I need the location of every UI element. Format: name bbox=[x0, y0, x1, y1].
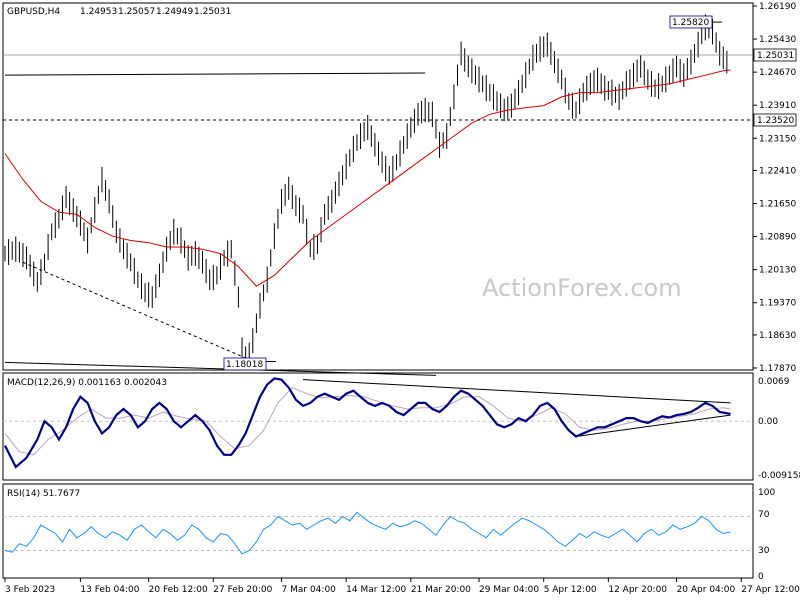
price-axis: 1.26190 1.25430 1.24670 1.23910 1.23150 1.224… bbox=[753, 2, 796, 374]
rsi-line bbox=[4, 511, 731, 555]
time-tick-label: 7 Mar 04:00 bbox=[282, 585, 337, 595]
price-tick-label: 1.26190 bbox=[759, 2, 796, 12]
time-tick-label: 21 Mar 20:00 bbox=[411, 585, 471, 595]
dashed-level-box bbox=[753, 113, 797, 127]
moving-average-line bbox=[4, 69, 731, 287]
dashed-trendline bbox=[22, 261, 246, 359]
macd-main-line bbox=[4, 377, 731, 469]
macd-label: MACD(12,26,9) 0.001163 0.002043 bbox=[7, 378, 167, 388]
macd-panel: MACD(12,26,9) 0.001163 0.002043 0.0069 0… bbox=[2, 372, 800, 481]
macd-signal-line bbox=[4, 387, 731, 456]
price-tick-label: 1.17870 bbox=[759, 364, 796, 374]
header-symbol: GBPUSD,H4 bbox=[7, 7, 60, 17]
price-tick-label: 1.21650 bbox=[759, 200, 796, 210]
watermark-text: ActionForex.com bbox=[482, 274, 682, 302]
price-tick-label: 1.25430 bbox=[759, 35, 796, 45]
rsi-label: RSI(14) 51.7677 bbox=[7, 489, 80, 499]
low-annotation-box bbox=[223, 357, 267, 371]
rsi-tick-0: 0 bbox=[758, 572, 764, 582]
dashed-level-label: 1.23520 bbox=[757, 116, 794, 126]
price-tick-label: 1.23910 bbox=[759, 101, 796, 111]
header-open: 1.24953 bbox=[80, 7, 117, 17]
low-annotation-label: 1.18018 bbox=[226, 360, 263, 370]
time-tick-label: 5 Apr 12:00 bbox=[544, 585, 597, 595]
macd-tick-top: 0.0069 bbox=[758, 377, 790, 387]
time-tick-label: 20 Feb 12:00 bbox=[149, 585, 208, 595]
high-annotation-box bbox=[669, 15, 713, 29]
rsi-panel-frame bbox=[2, 483, 754, 579]
price-tick-label: 1.23150 bbox=[759, 134, 796, 144]
macd-trendline bbox=[303, 379, 731, 404]
time-tick-label: 14 Mar 12:00 bbox=[346, 585, 406, 595]
rsi-tick-30: 30 bbox=[758, 546, 770, 556]
price-tick-label: 1.20130 bbox=[759, 266, 796, 276]
rsi-tick-70: 70 bbox=[758, 510, 770, 520]
rsi-lines bbox=[3, 511, 753, 555]
time-axis: 3 Feb 2023 13 Feb 04:00 20 Feb 12:00 27 Feb… bbox=[4, 578, 800, 595]
macd-tick-zero: 0.00 bbox=[758, 417, 778, 427]
price-panel: GBPUSD,H4 1.24953 1.25057 1.24949 1.2503… bbox=[2, 2, 797, 376]
price-panel-frame bbox=[2, 2, 754, 371]
current-price-box bbox=[753, 48, 797, 62]
time-tick-label: 27 Feb 20:00 bbox=[213, 585, 272, 595]
time-tick-label: 20 Apr 04:00 bbox=[677, 585, 736, 595]
time-tick-label: 27 Apr 12:00 bbox=[741, 585, 800, 595]
time-tick-label: 29 Mar 04:00 bbox=[479, 585, 539, 595]
macd-trendline bbox=[575, 414, 731, 437]
price-tick-label: 1.22410 bbox=[759, 166, 796, 176]
rsi-panel: RSI(14) 51.7677 100 70 30 0 bbox=[2, 483, 775, 582]
macd-tick-bottom: -0.009158 bbox=[758, 471, 800, 481]
macd-lines bbox=[3, 377, 753, 469]
high-annotation-label: 1.25820 bbox=[672, 18, 709, 28]
price-tick-label: 1.18630 bbox=[759, 331, 796, 341]
time-tick-label: 12 Apr 20:00 bbox=[608, 585, 667, 595]
trendline bbox=[4, 72, 426, 76]
price-tick-label: 1.24670 bbox=[759, 68, 796, 78]
time-tick-label: 13 Feb 04:00 bbox=[80, 585, 139, 595]
price-tick-label: 1.20890 bbox=[759, 233, 796, 243]
current-price-label: 1.25031 bbox=[757, 51, 794, 61]
header-low: 1.24949 bbox=[156, 7, 193, 17]
time-tick-label: 3 Feb 2023 bbox=[5, 585, 55, 595]
rsi-tick-100: 100 bbox=[758, 488, 775, 498]
header-high: 1.25057 bbox=[118, 7, 155, 17]
price-tick-label: 1.19370 bbox=[759, 299, 796, 309]
macd-panel-frame bbox=[2, 372, 754, 481]
price-lines bbox=[4, 14, 731, 376]
header-close: 1.25031 bbox=[194, 7, 231, 17]
